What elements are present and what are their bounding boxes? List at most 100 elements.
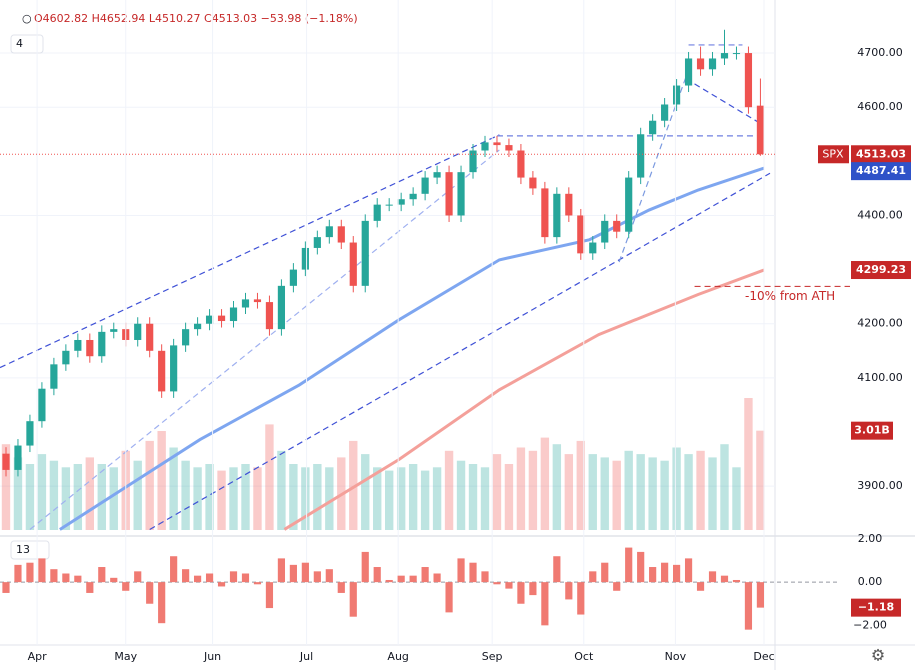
volume-bar — [744, 398, 753, 530]
candle-body — [589, 242, 597, 254]
candle-body — [289, 269, 297, 286]
volume-bar — [157, 431, 166, 530]
volume-bar — [720, 444, 729, 530]
osc-bar — [38, 558, 46, 583]
osc-bar — [325, 569, 333, 583]
osc-bar — [421, 567, 429, 583]
indicator-toggle[interactable] — [10, 34, 44, 54]
osc-bar — [110, 577, 118, 583]
candle-body — [433, 172, 441, 178]
osc-bar — [720, 575, 729, 583]
osc-bar — [409, 575, 417, 583]
osc-bar — [469, 562, 477, 583]
osc-bar — [193, 575, 202, 583]
ohlc-header: O4602.82 H4652.94 L4510.27 C4513.03 −53.… — [34, 12, 358, 25]
osc-bar — [589, 571, 597, 583]
trendline — [29, 149, 500, 530]
y-tick-label: 3900.00 — [857, 479, 903, 492]
volume-bar — [85, 457, 95, 530]
symbol-tag — [818, 145, 849, 164]
osc-bar — [732, 579, 741, 583]
candle-body — [577, 215, 585, 254]
candle-body — [86, 339, 94, 357]
osc-bar — [529, 582, 537, 596]
candle-body — [349, 242, 357, 286]
candle-body — [373, 204, 381, 221]
candle-body — [26, 421, 34, 446]
candle-body — [146, 323, 154, 351]
ma-tag-box — [851, 261, 911, 280]
ma-tag: 4487.41 — [856, 164, 906, 177]
osc-bar — [50, 569, 58, 583]
osc-bar — [637, 551, 645, 583]
volume-bar — [600, 457, 609, 530]
volume-bar — [540, 437, 550, 530]
osc-bar — [601, 562, 609, 583]
volume-bar — [432, 467, 442, 530]
osc-bar — [313, 571, 321, 583]
volume-bar — [588, 454, 597, 530]
candle-body — [397, 199, 405, 205]
volume-bar — [109, 467, 118, 530]
settings-icon[interactable]: ⚙ — [871, 646, 885, 665]
candle-body — [649, 120, 657, 135]
volume-bar — [480, 467, 490, 530]
volume-bar — [145, 440, 154, 530]
volume-bar — [205, 464, 214, 530]
x-tick-label: Dec — [753, 650, 774, 663]
osc-bar — [673, 564, 681, 583]
osc-bar — [684, 558, 693, 583]
osc-bar — [98, 567, 106, 583]
candle-body — [445, 172, 453, 216]
osc-bar — [565, 582, 573, 600]
volume-bar — [313, 464, 322, 530]
osc-bar — [696, 582, 705, 591]
osc-bar — [170, 556, 178, 583]
indicator-count[interactable]: 4 — [16, 37, 23, 50]
osc-tag: −1.18 — [858, 601, 894, 614]
osc-bar — [26, 562, 34, 583]
osc-bar — [481, 571, 489, 583]
osc-bar — [445, 582, 453, 613]
osc-bar — [517, 582, 525, 604]
last-price-tag-box — [851, 145, 911, 164]
osc-bar — [74, 575, 82, 583]
annotation-text: -10% from ATH — [745, 289, 835, 303]
last-price-tag: 4513.03 — [856, 147, 906, 160]
volume-bar — [516, 447, 526, 530]
osc-indicator-count[interactable]: 13 — [16, 543, 30, 556]
osc-tick-label: −2.00 — [853, 618, 887, 631]
candle-body — [553, 193, 561, 238]
y-tick-label: 4200.00 — [857, 317, 903, 330]
volume-bar — [277, 450, 286, 530]
volume-bar — [253, 467, 262, 530]
candle-body — [325, 226, 333, 238]
volume-bar — [169, 447, 178, 530]
osc-bar — [349, 582, 357, 617]
osc-bar — [625, 547, 633, 583]
volume-bar — [648, 457, 657, 530]
trendline — [0, 134, 500, 369]
osc-bar — [708, 571, 717, 583]
candle-body — [74, 339, 82, 351]
osc-bar — [146, 582, 154, 604]
volume-tag: 3.01B — [854, 424, 890, 437]
candle-body — [421, 177, 429, 194]
volume-bar — [408, 464, 418, 530]
candle-body — [493, 142, 501, 146]
candle-body — [205, 315, 214, 324]
osc-bar — [505, 582, 513, 589]
candle-body — [50, 364, 58, 389]
volume-bar — [624, 450, 633, 530]
osc-toggle[interactable] — [10, 540, 50, 560]
osc-bar — [158, 582, 166, 624]
osc-bar — [373, 567, 381, 583]
x-tick-label: Nov — [665, 650, 687, 663]
osc-bar — [457, 558, 465, 583]
volume-bar — [672, 447, 681, 530]
osc-bar — [301, 562, 309, 583]
candle-body — [469, 150, 477, 173]
candle-body — [182, 329, 190, 346]
volume-bar — [61, 467, 71, 530]
